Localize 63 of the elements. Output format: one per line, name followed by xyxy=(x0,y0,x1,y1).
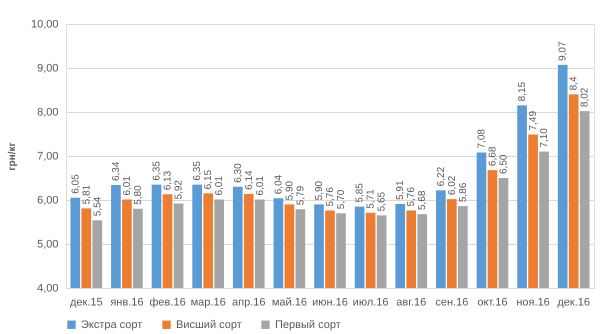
y-tick-label: 9,00 xyxy=(37,62,58,74)
data-label: 5,90 xyxy=(314,180,325,200)
data-label: 5,71 xyxy=(366,188,377,209)
data-label: 5,86 xyxy=(458,182,469,202)
legend-label: Экстра сорт xyxy=(81,318,142,331)
data-label: 5,80 xyxy=(132,184,144,205)
data-label: 8,02 xyxy=(580,87,591,108)
data-label: 6,01 xyxy=(254,176,266,196)
x-tick-label: авг.16 xyxy=(396,296,426,308)
x-tick-label: дек.15 xyxy=(70,296,103,308)
data-label: 6,15 xyxy=(203,170,214,190)
data-label: 5,79 xyxy=(295,185,306,206)
data-label: 5,76 xyxy=(406,186,418,207)
x-tick-label: ноя.16 xyxy=(516,296,550,308)
data-label: 5,85 xyxy=(354,182,366,203)
data-label: 6,50 xyxy=(498,154,510,174)
data-label: 7,49 xyxy=(528,110,540,130)
data-label: 5,91 xyxy=(395,180,406,200)
x-tick-label: май.16 xyxy=(272,296,307,308)
y-tick-label: 4,00 xyxy=(37,282,58,294)
data-label: 5,81 xyxy=(81,184,92,204)
data-label: 5,90 xyxy=(284,180,296,200)
y-tick-label: 6,00 xyxy=(37,194,58,206)
x-tick-label: мар.16 xyxy=(190,296,226,308)
data-label: 7,08 xyxy=(476,128,488,148)
legend-label: Висший сорт xyxy=(176,318,242,331)
data-label: 5,76 xyxy=(325,186,336,207)
y-tick-label: 10,00 xyxy=(30,18,58,30)
x-tick-label: апр.16 xyxy=(232,296,266,308)
data-label: 6,35 xyxy=(192,160,204,181)
data-label: 6,01 xyxy=(214,176,226,196)
y-axis-title: грн/кг xyxy=(6,142,18,171)
data-label: 6,35 xyxy=(152,160,163,181)
data-label: 7,10 xyxy=(539,128,550,148)
x-tick-label: фев.16 xyxy=(149,296,186,308)
y-tick-label: 8,00 xyxy=(37,106,58,118)
data-label: 6,68 xyxy=(487,146,498,166)
x-tick-label: дек.16 xyxy=(557,296,590,308)
x-tick-label: окт.16 xyxy=(477,296,508,308)
legend-label: Первый сорт xyxy=(275,318,341,331)
data-label: 6,13 xyxy=(162,170,174,190)
x-tick-label: сен.16 xyxy=(435,296,468,308)
data-label: 9,07 xyxy=(558,41,569,61)
data-label: 6,02 xyxy=(446,175,458,196)
data-label: 6,34 xyxy=(110,161,122,182)
data-label: 6,22 xyxy=(436,166,447,186)
x-tick-label: янв.16 xyxy=(110,296,144,308)
data-label: 6,05 xyxy=(70,174,82,194)
data-label: 5,68 xyxy=(417,190,428,210)
y-tick-label: 7,00 xyxy=(37,150,58,162)
data-label: 8,4 xyxy=(568,76,580,90)
x-tick-label: июн.16 xyxy=(312,296,348,308)
data-label: 6,30 xyxy=(232,162,244,183)
data-label: 5,54 xyxy=(92,196,104,216)
data-label: 5,92 xyxy=(174,180,185,200)
data-label: 8,15 xyxy=(517,82,528,102)
data-label: 6,04 xyxy=(273,174,284,194)
data-label: 6,14 xyxy=(244,170,255,190)
y-tick-label: 5,00 xyxy=(37,238,58,250)
data-label: 5,65 xyxy=(376,192,388,212)
data-label: 6,01 xyxy=(122,176,133,196)
x-tick-label: июл.16 xyxy=(352,296,389,308)
data-label: 5,70 xyxy=(336,189,347,210)
